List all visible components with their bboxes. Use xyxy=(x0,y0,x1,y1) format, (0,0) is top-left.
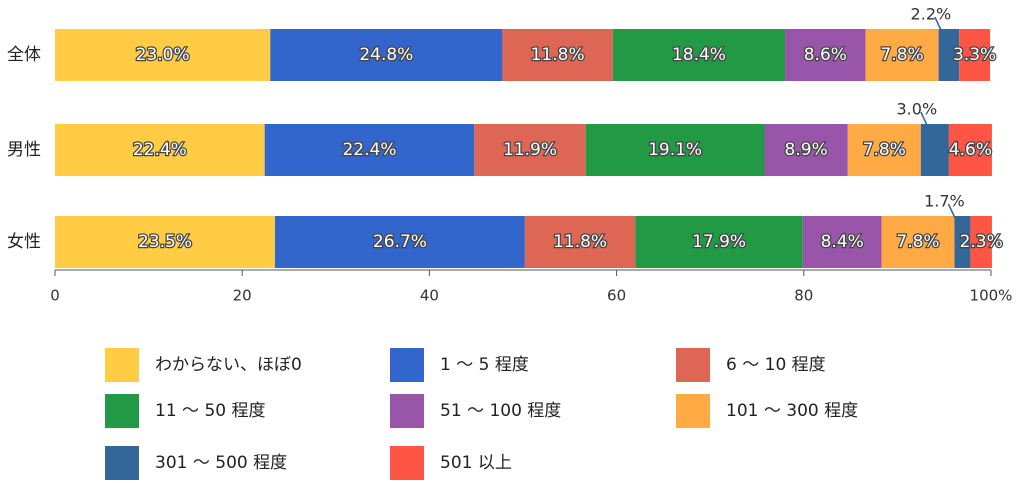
legend-swatch xyxy=(390,446,424,480)
value-label: 22.4% xyxy=(133,140,187,160)
value-label: 7.8% xyxy=(896,232,939,252)
category-label: 男性 xyxy=(7,140,41,160)
legend-label: 301 ～ 500 程度 xyxy=(155,453,287,473)
category-label: 全体 xyxy=(7,45,41,65)
bar-segment xyxy=(920,124,949,176)
legend-swatch xyxy=(105,348,139,382)
legend-swatch xyxy=(390,394,424,428)
bar-segment xyxy=(948,124,992,176)
bar-segment xyxy=(802,216,882,268)
bar-segment xyxy=(938,29,960,81)
x-tick-label: 20 xyxy=(233,287,252,305)
value-label: 2.3% xyxy=(960,232,1003,252)
leader-line xyxy=(947,203,964,235)
value-label: 11.8% xyxy=(553,232,607,252)
bar-segment xyxy=(55,216,275,268)
value-label: 26.7% xyxy=(373,232,427,252)
bar-segment xyxy=(612,29,786,81)
legend-swatch xyxy=(676,348,710,382)
bar-segment xyxy=(264,124,475,176)
value-label: 18.4% xyxy=(672,45,726,65)
value-label: 8.4% xyxy=(821,232,864,252)
legend-label: 11 ～ 50 程度 xyxy=(155,401,265,421)
leader-line xyxy=(934,16,950,48)
x-tick-label: 60 xyxy=(607,287,626,305)
value-label: 3.0% xyxy=(897,100,938,119)
bar-segment xyxy=(270,29,503,81)
legend-label: わからない、ほぼ0 xyxy=(155,355,302,375)
x-tick-label: 40 xyxy=(420,287,439,305)
value-label: 11.8% xyxy=(531,45,585,65)
value-label: 17.9% xyxy=(692,232,746,252)
bar-segment xyxy=(764,124,848,176)
bar-segment xyxy=(55,124,265,176)
bar-segment xyxy=(585,124,765,176)
value-label: 8.6% xyxy=(804,45,847,65)
bar-segment xyxy=(847,124,921,176)
bar-segment xyxy=(881,216,955,268)
bar-segment xyxy=(635,216,803,268)
bar-segment xyxy=(954,216,971,268)
legend-label: 51 ～ 100 程度 xyxy=(440,401,561,421)
value-label: 11.9% xyxy=(503,140,557,160)
legend-swatch xyxy=(676,394,710,428)
bar-segment xyxy=(474,124,586,176)
bar-segment xyxy=(524,216,636,268)
value-label: 23.5% xyxy=(138,232,192,252)
value-label: 8.9% xyxy=(785,140,828,160)
legend-label: 101 ～ 300 程度 xyxy=(726,401,858,421)
value-label: 23.0% xyxy=(136,45,190,65)
legend-label: 6 ～ 10 程度 xyxy=(726,355,826,375)
value-label: 3.3% xyxy=(953,45,996,65)
bar-segment xyxy=(785,29,866,81)
bar-segment xyxy=(959,29,991,81)
value-label: 22.4% xyxy=(342,140,396,160)
legend-label: 1 ～ 5 程度 xyxy=(440,355,529,375)
value-label: 19.1% xyxy=(648,140,702,160)
x-tick-label: 80 xyxy=(794,287,813,305)
value-label: 7.8% xyxy=(880,45,923,65)
bar-segment xyxy=(55,29,271,81)
value-label: 2.2% xyxy=(911,5,952,24)
legend-swatch xyxy=(105,446,139,480)
legend-label: 501 以上 xyxy=(440,453,512,473)
x-tick-label: 100% xyxy=(970,287,1013,305)
bar-segment xyxy=(274,216,525,268)
value-label: 7.8% xyxy=(863,140,906,160)
value-label: 24.8% xyxy=(359,45,413,65)
legend-swatch xyxy=(390,348,424,382)
value-label: 4.6% xyxy=(949,140,992,160)
bar-segment xyxy=(865,29,939,81)
bar-segment xyxy=(502,29,613,81)
category-label: 女性 xyxy=(7,232,41,252)
leader-line xyxy=(920,111,936,143)
bar-segment xyxy=(970,216,992,268)
legend-swatch xyxy=(105,394,139,428)
value-label: 1.7% xyxy=(924,192,965,211)
x-tick-label: 0 xyxy=(50,287,60,305)
